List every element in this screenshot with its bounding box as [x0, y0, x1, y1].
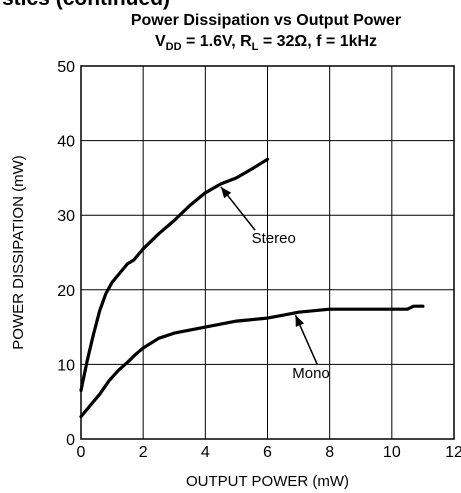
- title-v-rest: = 1.6V, R: [182, 33, 253, 50]
- series-line-stereo: [79, 157, 270, 393]
- x-tick-label-8: 8: [325, 444, 334, 461]
- x-tick-label-6: 6: [263, 444, 272, 461]
- x-tick-label-4: 4: [201, 444, 210, 461]
- y-tick-label-10: 10: [57, 357, 75, 374]
- data-series: [79, 157, 425, 419]
- chart-title-line1: Power Dissipation vs Output Power: [131, 12, 401, 29]
- y-tick-label-30: 30: [57, 208, 75, 225]
- x-axis-label: OUTPUT POWER (mW): [186, 473, 349, 490]
- annotation-arrowhead-stereo: [220, 186, 232, 199]
- y-tick-label-0: 0: [66, 432, 75, 449]
- annotations: Stereo Mono: [220, 186, 330, 382]
- chart-title-line2: VDD = 1.6V, RL = 32Ω, f = 1kHz: [155, 33, 377, 53]
- annotation-label-stereo: Stereo: [252, 230, 296, 247]
- y-tick-labels: 0 10 20 30 40 50: [57, 59, 75, 449]
- y-tick-label-20: 20: [57, 283, 75, 300]
- title-r-rest: = 32Ω, f = 1kHz: [258, 33, 377, 50]
- x-tick-label-0: 0: [77, 444, 86, 461]
- annotation-label-mono: Mono: [292, 365, 330, 382]
- clipped-section-heading: stics (continued): [2, 0, 170, 11]
- annotation-arrowhead-mono: [295, 315, 305, 328]
- x-tick-label-12: 12: [445, 444, 461, 461]
- y-tick-label-40: 40: [57, 134, 75, 151]
- title-v-main: V: [155, 33, 166, 50]
- title-r-sub: L: [252, 41, 259, 53]
- x-tick-labels: 0 2 4 6 8 10 12: [77, 444, 461, 461]
- x-tick-label-2: 2: [139, 444, 148, 461]
- grid-lines: [81, 66, 454, 439]
- y-axis-label: POWER DISSIPATION (mW): [10, 155, 27, 349]
- x-tick-label-10: 10: [383, 444, 401, 461]
- y-tick-label-50: 50: [57, 59, 75, 76]
- series-line-mono: [79, 304, 425, 419]
- title-v-sub: DD: [166, 41, 182, 53]
- plot-frame: [80, 65, 455, 440]
